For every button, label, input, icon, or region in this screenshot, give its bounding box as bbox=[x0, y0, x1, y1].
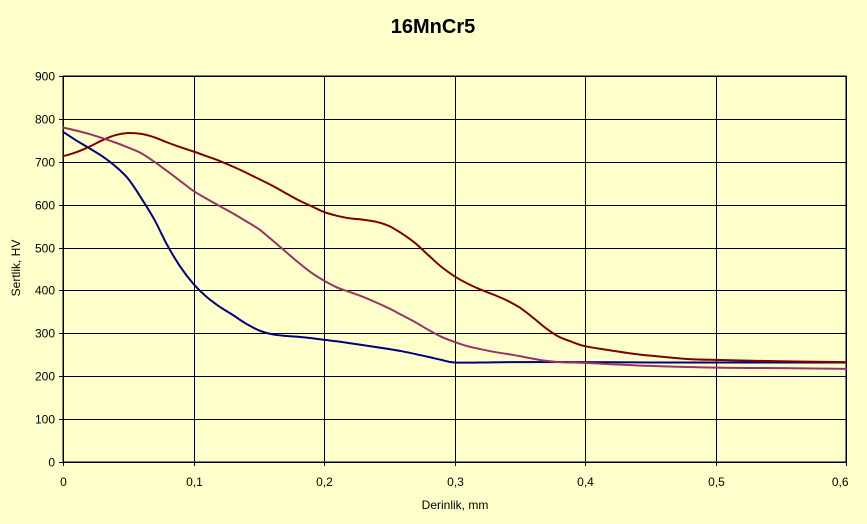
x-axis-title: Derinlik, mm bbox=[422, 498, 489, 512]
y-tick-label: 900 bbox=[35, 70, 55, 84]
y-tick-label: 800 bbox=[35, 113, 55, 127]
y-tick-label: 0 bbox=[48, 456, 55, 470]
y-tick-label: 300 bbox=[35, 327, 55, 341]
chart-title: 16MnCr5 bbox=[391, 16, 475, 38]
x-tick-label: 0,2 bbox=[316, 475, 333, 489]
y-tick-label: 100 bbox=[35, 413, 55, 427]
y-axis-title: Sertlik, HV bbox=[9, 240, 23, 297]
y-tick-label: 500 bbox=[35, 242, 55, 256]
y-tick-label: 400 bbox=[35, 284, 55, 298]
x-tick-label: 0,3 bbox=[447, 475, 464, 489]
y-tick-label: 600 bbox=[35, 199, 55, 213]
x-tick-label: 0 bbox=[60, 475, 67, 489]
series-line-3 bbox=[62, 126, 847, 370]
plot-frame bbox=[62, 75, 847, 463]
plot-area: 0 100 200 300 400 500 600 700 800 900 0 0,1 0,2 0,3 0,… bbox=[35, 70, 849, 490]
x-tick-label: 0,1 bbox=[186, 475, 203, 489]
y-tick-label: 200 bbox=[35, 370, 55, 384]
x-tick-label: 0,6 bbox=[832, 475, 849, 489]
series-line-1 bbox=[62, 130, 847, 364]
series-line-2 bbox=[62, 131, 847, 364]
x-tick-label: 0,4 bbox=[577, 475, 594, 489]
x-tick-label: 0,5 bbox=[708, 475, 725, 489]
y-tick-label: 700 bbox=[35, 156, 55, 170]
